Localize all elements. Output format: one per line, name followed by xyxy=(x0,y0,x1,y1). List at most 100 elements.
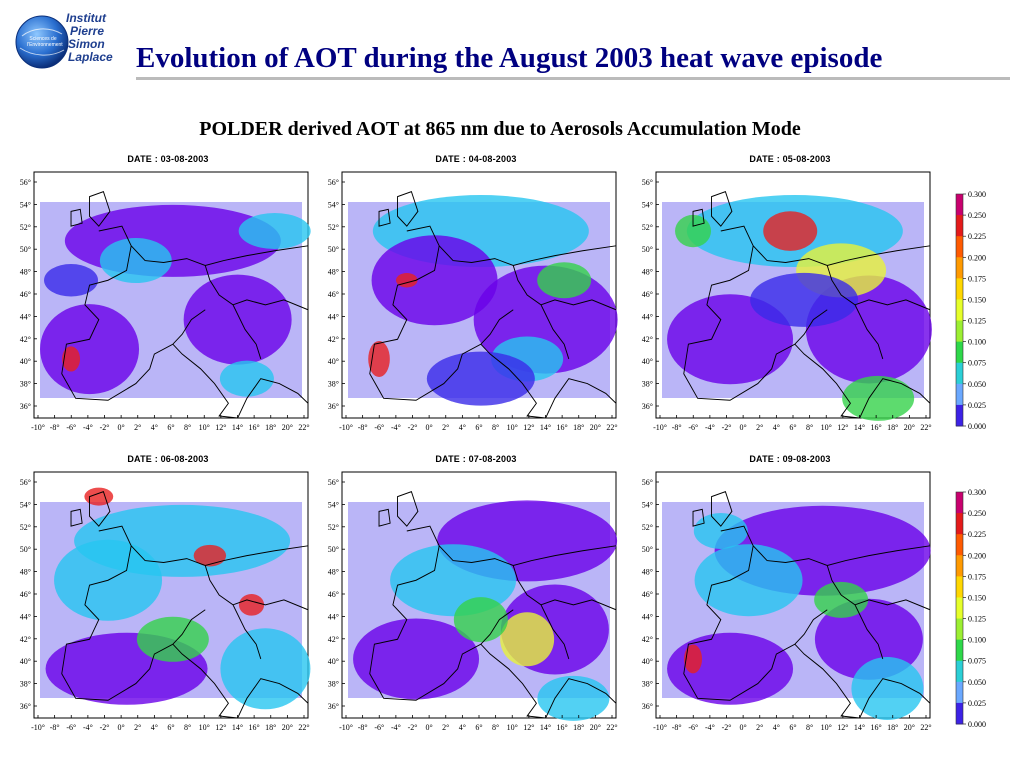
colorbar-segment xyxy=(956,320,963,343)
aot-patch xyxy=(500,612,555,667)
aot-patch xyxy=(675,214,712,248)
latitude-tick: 40° xyxy=(642,657,653,666)
aot-patch xyxy=(40,304,140,395)
aot-patch xyxy=(684,644,703,674)
longitude-tick: -4° xyxy=(83,423,93,432)
coastline xyxy=(61,191,309,419)
longitude-tick: -2° xyxy=(408,423,418,432)
longitude-tick: -4° xyxy=(391,723,401,732)
aot-field xyxy=(40,487,311,710)
latitude-tick: 52° xyxy=(20,223,31,232)
map-date-label: DATE : 03-08-2003 xyxy=(127,154,209,164)
aot-field xyxy=(662,502,931,720)
colorbar-label: 0.125 xyxy=(968,317,986,326)
latitude-tick: 36° xyxy=(328,402,339,411)
latitude-tick: 42° xyxy=(20,635,31,644)
longitude-tick: 4° xyxy=(151,423,158,432)
colorbar-top: 0.300 0.250 0.225 0.200 0.175 0.150 0.125 0.100… xyxy=(955,190,986,431)
longitude-tick: 10° xyxy=(821,723,832,732)
longitude-tick: 20° xyxy=(282,723,293,732)
globe-icon xyxy=(15,15,69,69)
colorbar-label: 0.025 xyxy=(968,699,986,708)
latitude-tick: 54° xyxy=(20,500,31,509)
ipsl-logo: Sciences de l'Environnement Institut Pie… xyxy=(14,10,124,76)
longitude-tick: 20° xyxy=(590,723,601,732)
aot-patch xyxy=(453,597,508,643)
longitude-tick: -2° xyxy=(722,423,732,432)
longitude-tick: 8° xyxy=(184,423,191,432)
latitude-tick: 56° xyxy=(642,178,653,187)
latitude-tick: 52° xyxy=(20,523,31,532)
longitude-tick: 6° xyxy=(475,423,482,432)
longitude-tick: 0° xyxy=(118,423,125,432)
longitude-tick: 2° xyxy=(442,723,449,732)
colorbar-bottom: 0.300 0.250 0.225 0.200 0.175 0.150 0.125 0.100… xyxy=(955,488,986,729)
longitude-tick: 12° xyxy=(215,423,226,432)
longitude-tick: 10° xyxy=(821,423,832,432)
slide-subtitle: POLDER derived AOT at 865 nm due to Aero… xyxy=(199,118,801,140)
latitude-tick: 46° xyxy=(20,590,31,599)
longitude-tick: 4° xyxy=(773,723,780,732)
latitude-tick: 48° xyxy=(642,268,653,277)
longitude-tick: 14° xyxy=(854,423,865,432)
longitude-tick: 10° xyxy=(507,723,518,732)
longitude-tick: -8° xyxy=(672,723,682,732)
longitude-tick: -6° xyxy=(688,723,698,732)
aot-patch xyxy=(220,628,311,710)
longitude-tick: -10° xyxy=(339,723,353,732)
aot-patch xyxy=(62,346,81,372)
colorbar-segment xyxy=(956,702,963,725)
longitude-tick: 2° xyxy=(134,723,141,732)
latitude-tick: 42° xyxy=(328,635,339,644)
latitude-tick: 38° xyxy=(642,680,653,689)
latitude-tick: 40° xyxy=(328,657,339,666)
colorbar-label: 0.075 xyxy=(968,657,986,666)
colorbar-label: 0.050 xyxy=(968,678,986,687)
longitude-tick: 0° xyxy=(740,723,747,732)
colorbar-segment xyxy=(956,534,963,556)
longitude-tick: 14° xyxy=(232,723,243,732)
latitude-tick: 44° xyxy=(328,312,339,321)
latitude-tick: 54° xyxy=(328,500,339,509)
aot-patch xyxy=(763,211,818,251)
longitude-tick: 20° xyxy=(282,423,293,432)
latitude-tick: 48° xyxy=(328,268,339,277)
latitude-tick: 54° xyxy=(642,200,653,209)
colorbar-segment xyxy=(956,639,963,662)
aot-field xyxy=(662,195,932,421)
longitude-tick: 6° xyxy=(167,723,174,732)
longitude-tick: 8° xyxy=(806,423,813,432)
colorbar-segment xyxy=(956,278,963,300)
latitude-tick: 40° xyxy=(20,657,31,666)
latitude-tick: 38° xyxy=(642,380,653,389)
colorbar-segment xyxy=(956,215,963,237)
longitude-tick: -6° xyxy=(374,423,384,432)
longitude-tick: 4° xyxy=(459,723,466,732)
colorbar-label: 0.250 xyxy=(968,211,986,220)
longitude-tick: -8° xyxy=(50,723,60,732)
longitude-tick: 4° xyxy=(151,723,158,732)
map-panel-07-08: DATE : 07-08-2003 56° 54° 52° 50° 48° 46° 44° 4… xyxy=(320,454,632,749)
longitude-tick: 14° xyxy=(854,723,865,732)
latitude-tick: 38° xyxy=(20,680,31,689)
map-panel-05-08: DATE : 05-08-2003 56° 54° 52° 50° 48° 46° 44° 4… xyxy=(634,154,946,449)
longitude-tick: -10° xyxy=(31,423,45,432)
longitude-tick: 18° xyxy=(265,423,276,432)
colorbar-label: 0.025 xyxy=(968,401,986,410)
map-date-label: DATE : 09-08-2003 xyxy=(749,454,831,464)
longitude-tick: 10° xyxy=(199,723,210,732)
latitude-tick: 56° xyxy=(642,478,653,487)
aot-field xyxy=(348,500,618,721)
latitude-tick: 50° xyxy=(20,245,31,254)
aot-patch xyxy=(193,544,227,567)
longitude-tick: 18° xyxy=(887,723,898,732)
aot-patch xyxy=(238,594,265,616)
title-divider xyxy=(136,77,1010,80)
latitude-tick: 46° xyxy=(20,290,31,299)
colorbar-label: 0.175 xyxy=(968,572,986,581)
logo-line-institut: Institut xyxy=(66,11,106,25)
latitude-tick: 50° xyxy=(642,245,653,254)
latitude-tick: 56° xyxy=(20,478,31,487)
latitude-tick: 44° xyxy=(20,312,31,321)
map-date-label: DATE : 05-08-2003 xyxy=(749,154,831,164)
